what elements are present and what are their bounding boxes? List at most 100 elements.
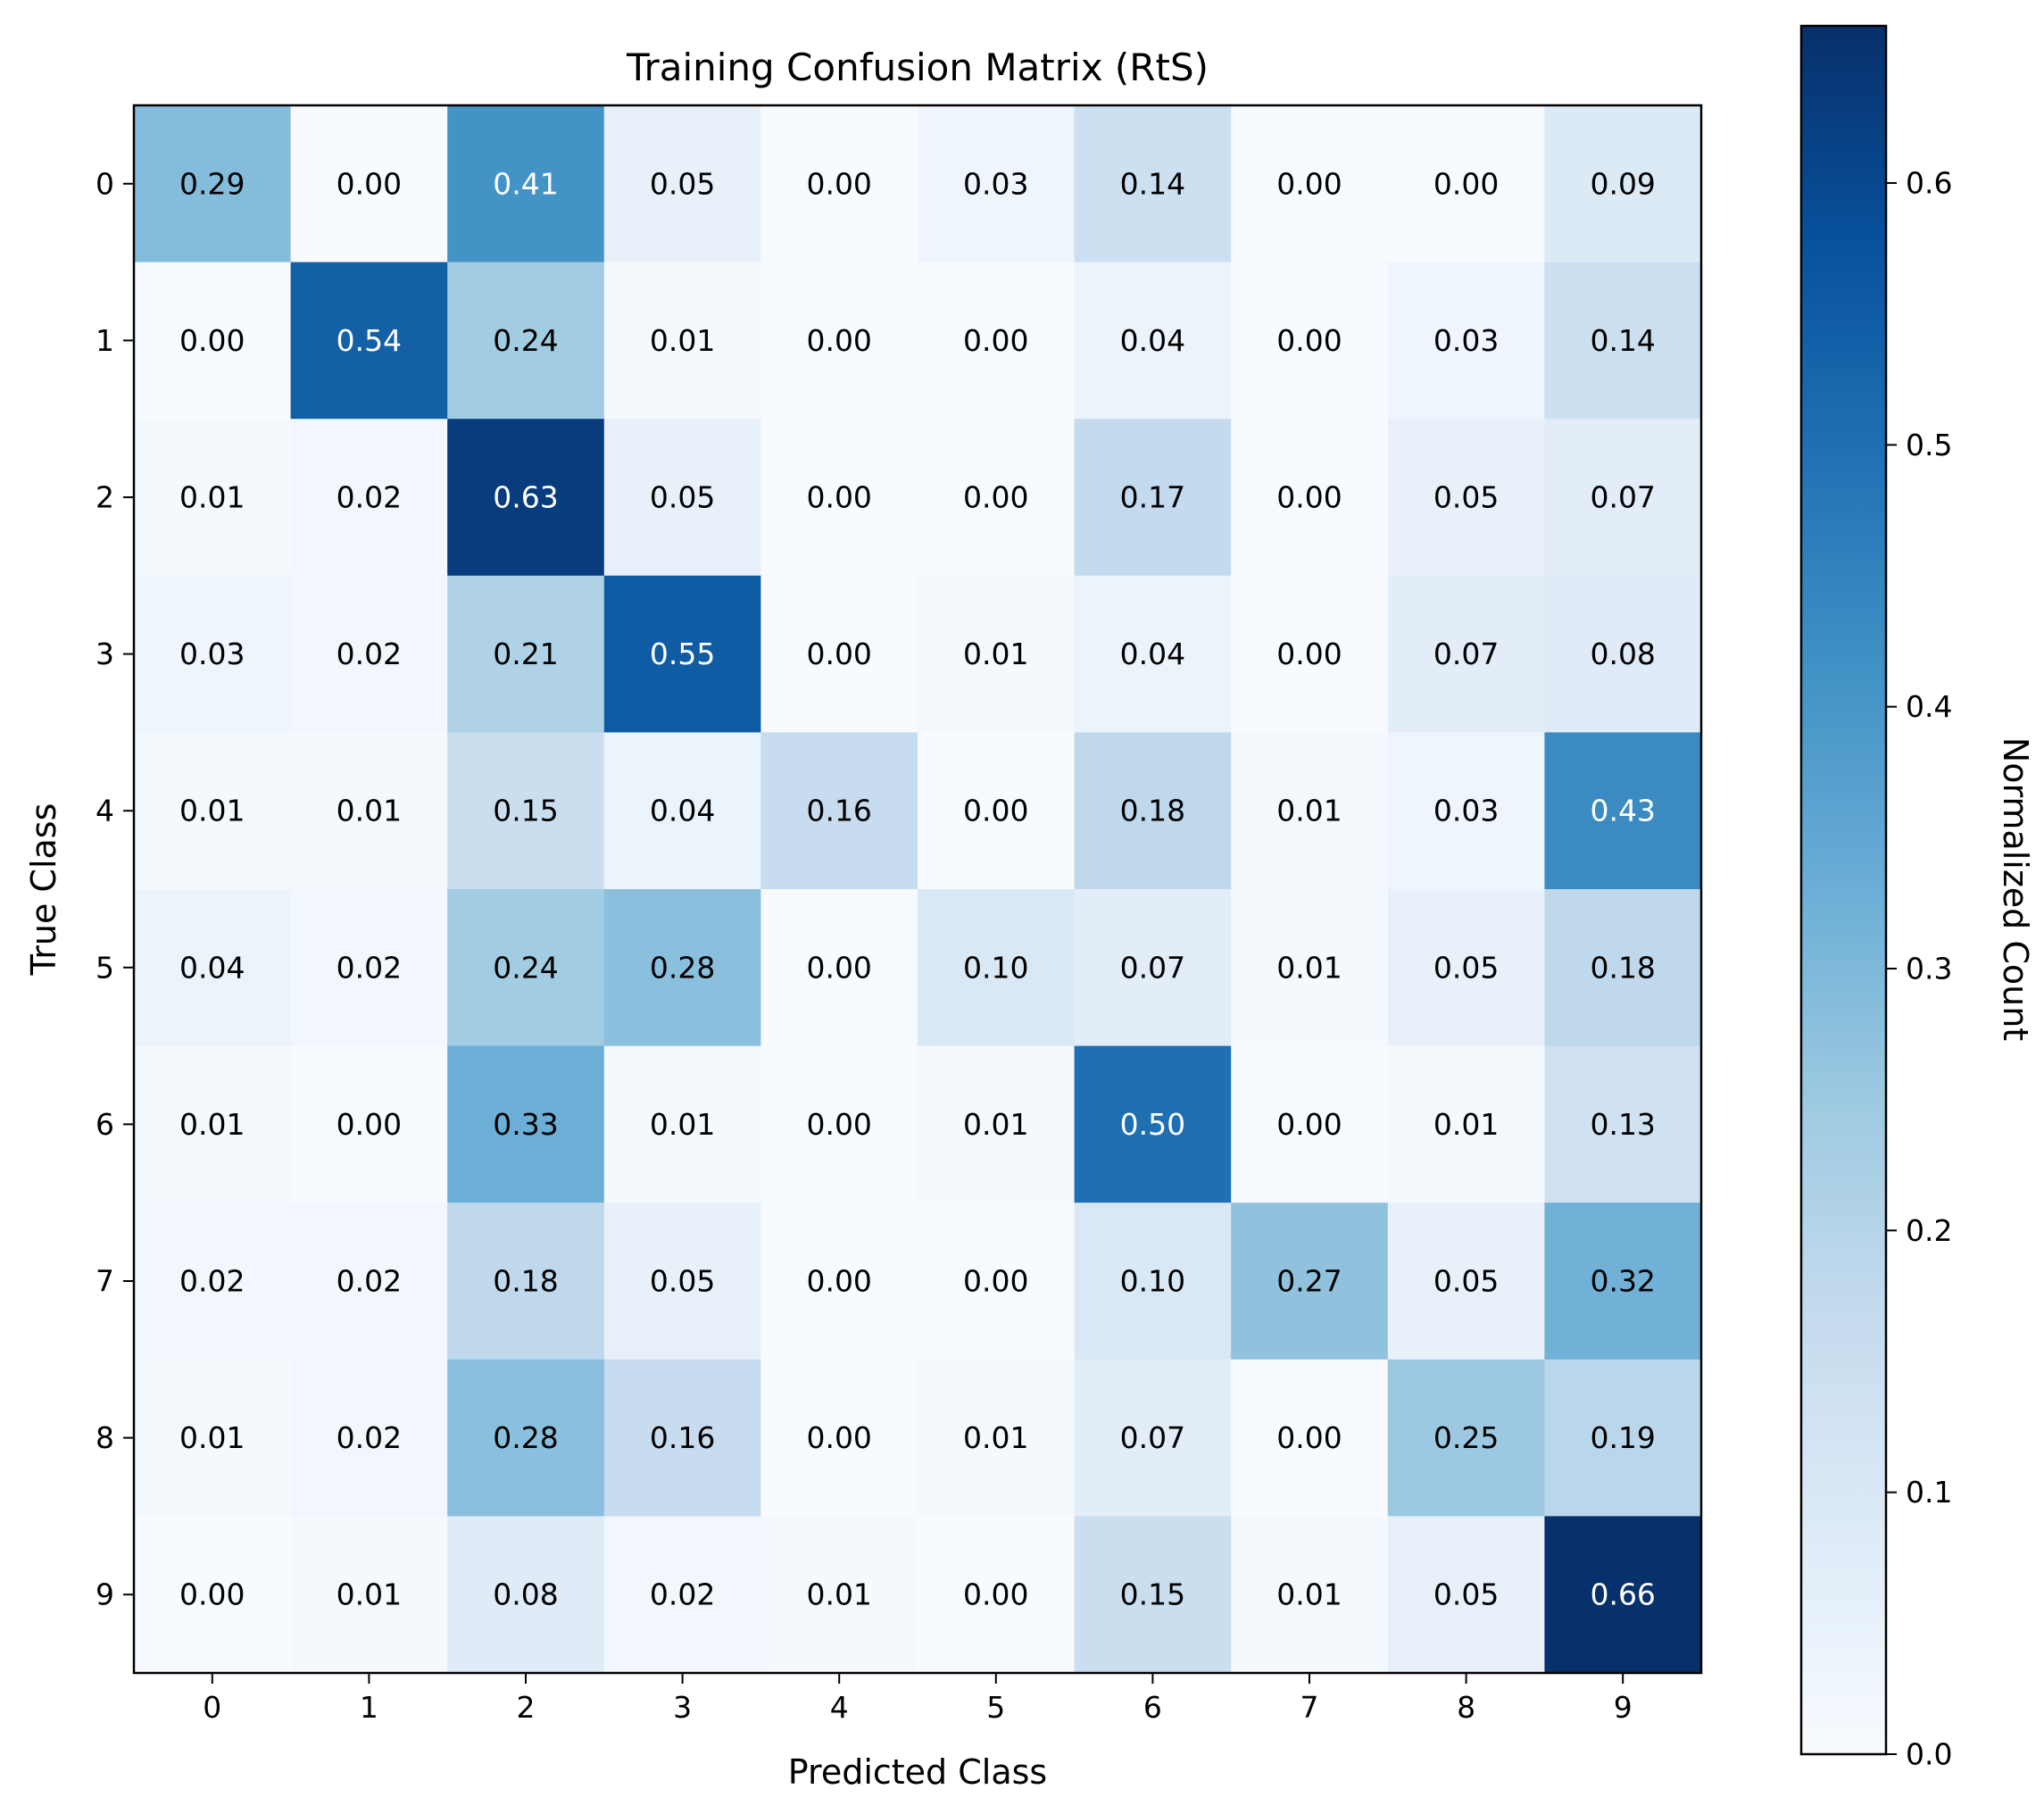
cell-value-label: 0.21 [493, 637, 558, 671]
colorbar-tick-label: 0.6 [1906, 166, 1952, 201]
cell-value-label: 0.05 [1433, 480, 1499, 515]
colorbar-label: Normalized Count [1996, 737, 2035, 1041]
cell-value-label: 0.00 [1276, 166, 1342, 201]
cell-value-label: 0.08 [1590, 637, 1655, 671]
heatmap-cell [603, 105, 761, 263]
colorbar-tick-label: 0.1 [1906, 1475, 1952, 1510]
cell-value-label: 0.04 [650, 794, 715, 828]
cell-value-label: 0.55 [650, 637, 715, 671]
colorbar-tick-label: 0.5 [1906, 428, 1952, 462]
heatmap-cell [1387, 889, 1545, 1047]
y-tick-label: 8 [96, 1420, 114, 1455]
heatmap-cell [447, 1202, 605, 1360]
cell-value-label: 0.17 [1120, 480, 1185, 515]
heatmap-cell-labels: 0.29 0.00 0.41 0.05 0.00 0.03 0.14 0.00 0.00 0.09… [179, 166, 1656, 1611]
heatmap-cell [1544, 1202, 1702, 1360]
cell-value-label: 0.00 [806, 1264, 871, 1299]
heatmap-cell [447, 262, 605, 420]
x-axis-ticks: 0 1 2 3 4 5 6 7 8 9 [203, 1673, 1633, 1725]
heatmap-cell [1387, 105, 1545, 263]
heatmap-cell [1387, 1045, 1545, 1203]
cell-value-label: 0.04 [1120, 323, 1185, 358]
cell-value-label: 0.01 [337, 1577, 402, 1612]
colorbar-tick-label: 0.2 [1906, 1213, 1952, 1248]
cell-value-label: 0.00 [806, 637, 871, 671]
heatmap-cell [134, 419, 292, 577]
heatmap-cell [1074, 1202, 1232, 1360]
heatmap-cell [918, 575, 1076, 733]
cell-value-label: 0.02 [337, 637, 402, 671]
cell-value-label: 0.14 [1120, 166, 1185, 201]
cell-value-label: 0.01 [650, 323, 715, 358]
heatmap-cell [1074, 575, 1232, 733]
heatmap-cell [447, 889, 605, 1047]
heatmap-cell [447, 1516, 605, 1674]
cell-value-label: 0.05 [650, 1264, 715, 1299]
cell-value-label: 0.00 [806, 1107, 871, 1142]
heatmap-cell [918, 1202, 1076, 1360]
y-tick-label: 5 [96, 950, 114, 985]
heatmap-cell [1544, 1516, 1702, 1674]
cell-value-label: 0.02 [337, 1264, 402, 1299]
cell-value-label: 0.25 [1433, 1420, 1499, 1455]
cell-value-label: 0.01 [1276, 794, 1342, 828]
heatmap-cell [603, 1202, 761, 1360]
cell-value-label: 0.03 [963, 166, 1028, 201]
colorbar-tick-label: 0.0 [1906, 1737, 1952, 1772]
cell-value-label: 0.01 [1276, 1577, 1342, 1612]
cell-value-label: 0.00 [806, 323, 871, 358]
x-tick-label: 8 [1457, 1690, 1475, 1725]
cell-value-label: 0.02 [337, 480, 402, 515]
heatmap-cell [1231, 419, 1389, 577]
cell-value-label: 0.18 [1120, 794, 1185, 828]
x-tick-label: 0 [203, 1690, 221, 1725]
cell-value-label: 0.05 [1433, 950, 1499, 985]
heatmap-cell [1231, 1359, 1389, 1517]
cell-value-label: 0.41 [493, 166, 558, 201]
cell-value-label: 0.01 [963, 1107, 1028, 1142]
heatmap-cell [290, 1516, 448, 1674]
x-tick-label: 3 [673, 1690, 692, 1725]
cell-value-label: 0.01 [179, 480, 245, 515]
chart-title: Training Confusion Matrix (RtS) [626, 46, 1209, 89]
heatmap-cell [447, 1359, 605, 1517]
heatmap-cell [1387, 419, 1545, 577]
heatmap-cell [1387, 575, 1545, 733]
cell-value-label: 0.43 [1590, 794, 1655, 828]
heatmap-cell [603, 732, 761, 890]
heatmap-cell [1544, 105, 1702, 263]
cell-value-label: 0.02 [337, 1420, 402, 1455]
heatmap-cell [603, 419, 761, 577]
heatmap-cell [760, 732, 918, 890]
heatmap-cell [918, 1045, 1076, 1203]
heatmap-cell [603, 575, 761, 733]
y-tick-label: 4 [96, 794, 114, 828]
heatmap-cell [918, 262, 1076, 420]
cell-value-label: 0.01 [963, 637, 1028, 671]
heatmap-cell [134, 575, 292, 733]
heatmap-cell [290, 732, 448, 890]
heatmap-cell [1231, 732, 1389, 890]
colorbar-tick-label: 0.3 [1906, 952, 1952, 986]
heatmap-cell [1074, 732, 1232, 890]
cell-value-label: 0.00 [179, 1577, 245, 1612]
colorbar [1799, 24, 1888, 1756]
cell-value-label: 0.07 [1120, 950, 1185, 985]
heatmap-cell [760, 575, 918, 733]
heatmap-cell [760, 1045, 918, 1203]
y-tick-label: 1 [96, 323, 114, 358]
heatmap-cell [447, 732, 605, 890]
heatmap-cell [447, 1045, 605, 1203]
heatmap-cell [1387, 1202, 1545, 1360]
cell-value-label: 0.00 [963, 794, 1028, 828]
x-axis-label: Predicted Class [788, 1752, 1047, 1792]
heatmap-cell [1544, 1359, 1702, 1517]
heatmap-cell [603, 889, 761, 1047]
cell-value-label: 0.00 [1433, 166, 1499, 201]
heatmap-cell [1074, 262, 1232, 420]
cell-value-label: 0.27 [1276, 1264, 1342, 1299]
cell-value-label: 0.02 [337, 950, 402, 985]
x-tick-label: 6 [1143, 1690, 1162, 1725]
cell-value-label: 0.00 [1276, 480, 1342, 515]
cell-value-label: 0.33 [493, 1107, 558, 1142]
